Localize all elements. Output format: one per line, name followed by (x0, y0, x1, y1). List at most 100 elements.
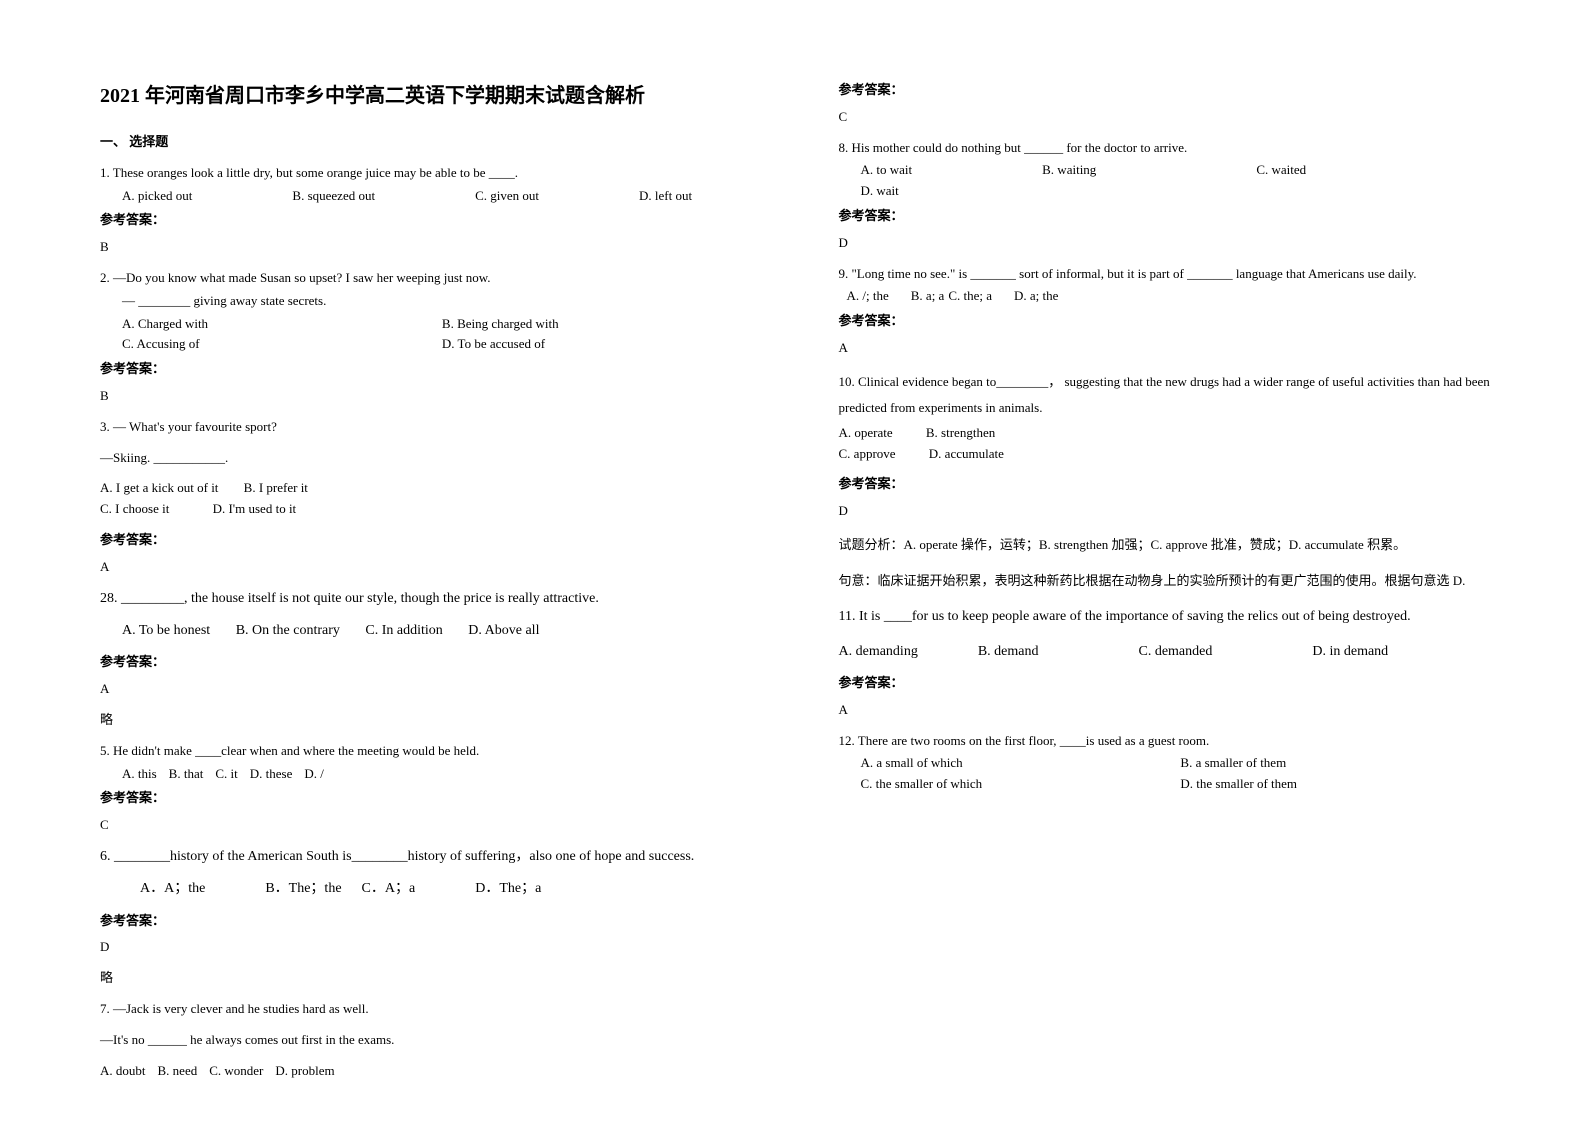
q5-opt-c: C. it (215, 764, 237, 785)
q10-explain1: 试题分析：A. operate 操作，运转；B. strengthen 加强；C… (839, 532, 1528, 558)
q9-opt-a: A. /; the (847, 286, 889, 307)
q11-text: 11. It is ____for us to keep people awar… (839, 604, 1528, 631)
q1-opt-c: C. given out (475, 186, 539, 207)
q7-ans-label: 参考答案： (839, 80, 1528, 101)
q4-opt-d: D. Above all (468, 623, 539, 638)
q4-text: 28. _________, the house itself is not q… (100, 588, 789, 610)
q2-opt-c: C. Accusing of (122, 334, 442, 355)
q1-opt-a: A. picked out (122, 186, 192, 207)
q11-ans-label: 参考答案： (839, 673, 1528, 694)
section-header: 一、 选择题 (100, 132, 789, 153)
q1-text: 1. These oranges look a little dry, but … (100, 163, 789, 184)
q6-opt-b: B．The；the (265, 878, 341, 900)
q2-opt-d: D. To be accused of (442, 334, 762, 355)
q10-explain2: 句意：临床证据开始积累，表明这种新药比根据在动物身上的实验所预计的有更广范围的使… (839, 568, 1528, 594)
q3-options: A. I get a kick out of it B. I prefer it… (100, 478, 789, 520)
q12-opt-d: D. the smaller of them (1180, 774, 1500, 795)
q6-opt-a: A．A；the (140, 878, 205, 900)
q4-ans: A (100, 679, 789, 700)
q10-ans: D (839, 501, 1528, 522)
q12-options: A. a small of which B. a smaller of them… (839, 753, 1528, 795)
q1-options: A. picked out B. squeezed out C. given o… (100, 186, 789, 207)
q8-ans-label: 参考答案： (839, 206, 1528, 227)
q4-options: A. To be honest B. On the contrary C. In… (100, 620, 789, 642)
q6-opt-c: C．A；a (362, 878, 416, 900)
q9-options: A. /; the B. a; a C. the; a D. a; the (839, 286, 1528, 307)
q8-options: A. to wait B. waiting C. waited D. wait (839, 160, 1528, 202)
q5-ans: C (100, 815, 789, 836)
q9-text: 9. "Long time no see." is _______ sort o… (839, 264, 1528, 285)
q11-opt-b: B. demand (978, 641, 1039, 663)
q12-opt-a: A. a small of which (861, 753, 1181, 774)
q5-opt-a: A. this (122, 764, 157, 785)
q12-opt-c: C. the smaller of which (861, 774, 1181, 795)
q10-text: 10. Clinical evidence began to________， … (839, 369, 1528, 421)
q6-options: A．A；the B．The；the C．A；a D．The；a (100, 878, 789, 900)
q5-opt-e: D. / (304, 764, 324, 785)
q8-opt-d: D. wait (861, 181, 899, 202)
q7-opt-b: B. need (158, 1061, 198, 1082)
q9-ans-label: 参考答案： (839, 311, 1528, 332)
q7-opt-a: A. doubt (100, 1061, 146, 1082)
q8-opt-b: B. waiting (1042, 160, 1096, 181)
q9-opt-c: C. the; a (948, 286, 992, 307)
q2-options: A. Charged with B. Being charged with C.… (100, 314, 789, 356)
q3-opt-a: A. I get a kick out of it (100, 480, 218, 495)
q7-options: A. doubt B. need C. wonder D. problem (100, 1061, 789, 1082)
q4-lue: 略 (100, 710, 789, 731)
q4-opt-c: C. In addition (365, 623, 442, 638)
q1-opt-b: B. squeezed out (292, 186, 375, 207)
q12-text: 12. There are two rooms on the first flo… (839, 731, 1528, 752)
q6-ans-label: 参考答案： (100, 911, 789, 932)
q4-ans-label: 参考答案： (100, 652, 789, 673)
q12-opt-b: B. a smaller of them (1180, 753, 1500, 774)
q7-line2: —It's no ______ he always comes out firs… (100, 1030, 789, 1051)
q3-opt-d: D. I'm used to it (213, 501, 297, 516)
q7-line1: 7. —Jack is very clever and he studies h… (100, 999, 789, 1020)
q2-opt-b: B. Being charged with (442, 314, 762, 335)
q3-ans-label: 参考答案： (100, 530, 789, 551)
q6-ans: D (100, 937, 789, 958)
q11-opt-d: D. in demand (1312, 641, 1388, 663)
q2-opt-a: A. Charged with (122, 314, 442, 335)
q9-opt-d: D. a; the (1014, 286, 1058, 307)
q10-opt-c: C. approve (839, 446, 896, 461)
q3-ans: A (100, 557, 789, 578)
page-title: 2021 年河南省周口市李乡中学高二英语下学期期末试题含解析 (100, 80, 789, 112)
q3-line2: —Skiing. ___________. (100, 448, 789, 469)
q5-options: A. this B. that C. it D. these D. / (100, 764, 789, 785)
q6-opt-d: D．The；a (475, 878, 541, 900)
q5-text: 5. He didn't make ____clear when and whe… (100, 741, 789, 762)
q2-ans: B (100, 386, 789, 407)
q8-text: 8. His mother could do nothing but _____… (839, 138, 1528, 159)
q7-opt-d: D. problem (275, 1061, 334, 1082)
q10-opt-a: A. operate (839, 425, 893, 440)
q11-opt-a: A. demanding (839, 641, 918, 663)
q8-opt-a: A. to wait (861, 160, 913, 181)
q5-opt-b: B. that (169, 764, 204, 785)
q7-ans: C (839, 107, 1528, 128)
q3-opt-b: B. I prefer it (244, 480, 308, 495)
q10-opt-b: B. strengthen (926, 425, 995, 440)
q4-opt-a: A. To be honest (122, 623, 210, 638)
q2-ans-label: 参考答案： (100, 359, 789, 380)
q1-opt-d: D. left out (639, 186, 692, 207)
q8-opt-c: C. waited (1256, 160, 1306, 181)
q4-opt-b: B. On the contrary (236, 623, 340, 638)
q8-ans: D (839, 233, 1528, 254)
q9-opt-b: B. a; a (911, 286, 945, 307)
q11-ans: A (839, 700, 1528, 721)
q10-opt-d: D. accumulate (929, 446, 1004, 461)
q2-line2: — ________ giving away state secrets. (100, 291, 789, 312)
q7-opt-c: C. wonder (209, 1061, 263, 1082)
q1-ans: B (100, 237, 789, 258)
q9-ans: A (839, 338, 1528, 359)
q11-opt-c: C. demanded (1138, 641, 1212, 663)
q6-lue: 略 (100, 968, 789, 989)
q11-options: A. demanding B. demand C. demanded D. in… (839, 641, 1528, 663)
q10-ans-label: 参考答案： (839, 474, 1528, 495)
q5-opt-d: D. these (250, 764, 293, 785)
q3-line1: 3. — What's your favourite sport? (100, 417, 789, 438)
q3-opt-c: C. I choose it (100, 501, 169, 516)
q2-line1: 2. —Do you know what made Susan so upset… (100, 268, 789, 289)
